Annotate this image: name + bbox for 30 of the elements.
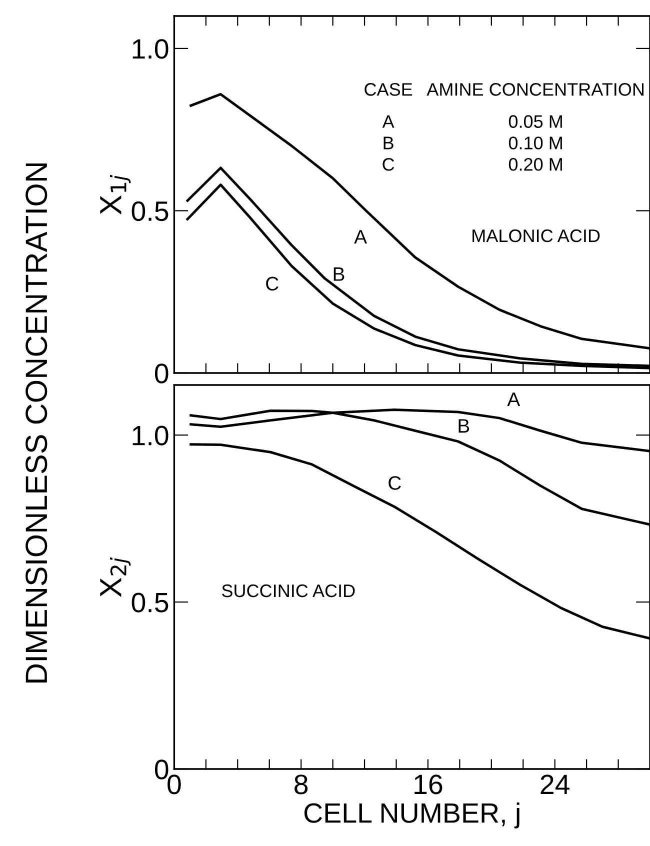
y-axis-title: X$_{2j}$ <box>100 557 131 597</box>
y-tick-label: 0 <box>154 364 168 384</box>
series-label: B <box>458 419 470 433</box>
annotation: MALONIC ACID <box>472 229 600 242</box>
annotation: CASE <box>364 83 412 96</box>
series-label: B <box>334 267 344 281</box>
annotation: B <box>384 136 394 150</box>
annotation: AMINE CONCENTRATION <box>426 83 644 96</box>
y-tick-label: 0 <box>154 760 168 780</box>
x-tick-label: 24 <box>540 774 570 794</box>
x-tick-label: 0 <box>168 774 181 794</box>
annotation: 0.20 M <box>508 158 562 171</box>
series-label: A <box>354 230 367 244</box>
series-label: C <box>266 276 278 291</box>
x-tick-label: 16 <box>414 774 442 794</box>
y-axis-title: X$_{1j}$ <box>100 174 131 214</box>
text: DIMENSIONLESS CONCENTRATION <box>26 163 48 683</box>
y-tick-label: 1.0 <box>132 39 168 59</box>
series-label: A <box>507 392 520 406</box>
x-axis-title: CELL NUMBER, j <box>304 802 520 828</box>
y-tick-label: 0.5 <box>132 201 168 222</box>
y-tick-label: 0.5 <box>132 592 168 612</box>
annotation: C <box>382 158 394 171</box>
series-label: C <box>388 476 401 490</box>
annotation: 0.05 M <box>508 115 562 128</box>
annotation: SUCCINIC ACID <box>222 584 355 598</box>
x-tick-label: 8 <box>294 774 308 794</box>
annotation: 0.10 M <box>508 136 562 150</box>
annotation: A <box>382 115 394 128</box>
y-tick-label: 1.0 <box>132 426 168 446</box>
